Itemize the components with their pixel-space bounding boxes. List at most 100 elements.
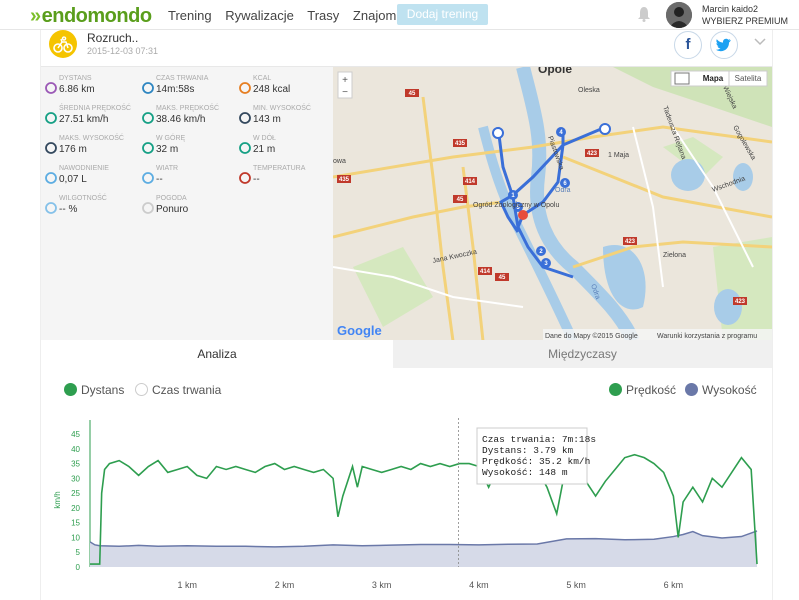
tab-analysis[interactable]: Analiza <box>41 340 393 368</box>
wind-icon <box>142 172 154 184</box>
stat-value: 38.46 km/h <box>156 114 206 125</box>
route-map[interactable]: 4 1 2 3 5 6 45 435 423 414 423 435 45 41… <box>333 66 772 340</box>
stat-value: -- <box>156 174 163 185</box>
stopwatch-icon <box>142 82 154 94</box>
cycling-icon <box>49 30 77 58</box>
y-tick-label: 45 <box>71 430 80 439</box>
nav-item-trening[interactable]: Trening <box>168 8 212 23</box>
stat-label: MAKS. WYSOKOŚĆ <box>59 135 124 142</box>
ascent-icon <box>142 142 154 154</box>
stat-value: 32 m <box>156 144 179 155</box>
tooltip-line: Czas trwania: 7m:18s <box>482 434 596 445</box>
logo-chevron-icon: » <box>30 5 41 27</box>
nav-item-znajomi[interactable]: Znajomi <box>352 8 400 23</box>
stat-wiatr: WIATR -- <box>140 165 237 193</box>
premium-link[interactable]: WYBIERZ PREMIUM <box>702 16 789 26</box>
zoom-out-button[interactable]: − <box>342 87 348 98</box>
x-axis-distance-toggle[interactable]: Dystans <box>64 383 124 397</box>
stat-label: W GÓRĘ <box>156 135 186 142</box>
speedometer-icon <box>142 112 154 124</box>
bell-icon[interactable] <box>637 6 651 22</box>
route-marker[interactable] <box>536 246 546 256</box>
current-position-marker[interactable] <box>518 210 528 220</box>
zoom-in-button[interactable]: + <box>342 75 348 86</box>
stat-kcal: KCAL 248 kcal <box>237 75 334 103</box>
map-label: 1 Maja <box>608 152 629 159</box>
tooltip-box <box>476 427 588 485</box>
endomondo-logo[interactable]: »endomondo <box>30 5 152 28</box>
stat-value: 21 m <box>253 144 276 155</box>
stat-value: 6.86 km <box>59 84 95 95</box>
drop-icon <box>45 172 57 184</box>
route-marker[interactable] <box>556 127 566 137</box>
y-tick-label: 30 <box>71 474 80 483</box>
route-marker[interactable] <box>513 202 523 212</box>
stat-średnia-prędkość: ŚREDNIA PRĘDKOŚĆ 27.51 km/h <box>43 105 140 133</box>
route-pin-icon[interactable] <box>492 123 611 139</box>
stat-temperatura: TEMPERATURA -- <box>237 165 334 193</box>
speed-series-toggle[interactable]: Prędkość <box>609 383 676 397</box>
x-distance-label: Dystans <box>81 383 125 397</box>
y-tick-label: 35 <box>71 460 80 469</box>
map-type-map-label: Mapa <box>703 74 724 83</box>
cloud-icon <box>142 202 154 214</box>
add-workout-button[interactable]: Dodaj trening <box>397 4 488 25</box>
altitude-series-toggle[interactable]: Wysokość <box>685 383 757 397</box>
stat-label: POGODA <box>156 195 187 202</box>
fullscreen-icon[interactable] <box>674 72 690 85</box>
user-menu[interactable]: Marcin kaido2 WYBIERZ PREMIUM <box>702 3 788 27</box>
stat-value: -- <box>253 174 260 185</box>
google-logo: Google <box>337 323 382 338</box>
checked-radio-icon <box>609 383 622 396</box>
twitter-icon <box>716 38 731 52</box>
stat-value: -- % <box>59 204 78 215</box>
x-tick-label: 4 km <box>469 580 489 590</box>
route-marker[interactable] <box>560 178 570 188</box>
route-marker-label: 1 <box>511 193 515 199</box>
route-marker-label: 3 <box>544 261 548 267</box>
map-terms-link[interactable]: Warunki korzystania z programu <box>657 333 757 340</box>
route-marker[interactable] <box>541 258 551 268</box>
speed-label: Prędkość <box>626 383 677 397</box>
chevron-down-icon[interactable] <box>754 38 766 46</box>
route-marker[interactable] <box>508 190 518 200</box>
x-tick-label: 2 km <box>275 580 295 590</box>
road-number: 435 <box>339 177 350 183</box>
stat-w-górę: W GÓRĘ 32 m <box>140 135 237 163</box>
twitter-share-button[interactable] <box>710 31 738 59</box>
y-tick-label: 10 <box>71 533 80 542</box>
chart-background <box>41 400 772 600</box>
map-label: Odra <box>555 187 571 194</box>
y-tick-label: 5 <box>76 548 81 557</box>
stat-value: 248 kcal <box>253 84 291 95</box>
x-axis-duration-toggle[interactable]: Czas trwania <box>135 383 221 397</box>
unchecked-radio-icon <box>135 383 148 396</box>
tab-splits[interactable]: Międzyczasy <box>393 340 772 368</box>
route-marker-label: 2 <box>539 249 543 255</box>
attribution-bar <box>543 329 772 340</box>
stat-value: Ponuro <box>156 204 189 215</box>
speed-line <box>90 453 758 565</box>
road-number: 45 <box>457 197 464 203</box>
map-label-city: Opole <box>538 67 572 76</box>
stat-dystans: DYSTANS 6.86 km <box>43 75 140 103</box>
facebook-share-button[interactable]: f <box>674 31 702 59</box>
facebook-icon: f <box>685 36 691 53</box>
map-canvas[interactable]: 4 1 2 3 5 6 45 435 423 414 423 435 45 41… <box>333 67 772 340</box>
nav-item-rywalizacje[interactable]: Rywalizacje <box>225 8 294 23</box>
avatar[interactable] <box>666 2 692 28</box>
stat-nawodnienie: NAWODNIENIE 0,07 L <box>43 165 140 193</box>
route-marker-label: 5 <box>516 205 520 211</box>
stat-label: KCAL <box>253 75 272 82</box>
speed-altitude-chart[interactable]: 0 5 10 15 20 25 30 35 40 45 km/h 1 km 2 km 3 km 4 km 5 … <box>0 400 799 600</box>
user-name: Marcin kaido2 <box>702 4 759 14</box>
map-label: owa <box>333 158 346 165</box>
stat-value: 0,07 L <box>59 174 87 185</box>
stat-pogoda: POGODA Ponuro <box>140 195 237 223</box>
humidity-icon <box>45 202 57 214</box>
nav-item-trasy[interactable]: Trasy <box>307 8 340 23</box>
map-label: Ogród Zoologiczny w Opolu <box>473 202 559 209</box>
stat-value: 176 m <box>59 144 87 155</box>
map-type-satellite-button[interactable] <box>728 70 768 87</box>
tooltip-line: Prędkość: 35.2 km/h <box>482 456 590 467</box>
